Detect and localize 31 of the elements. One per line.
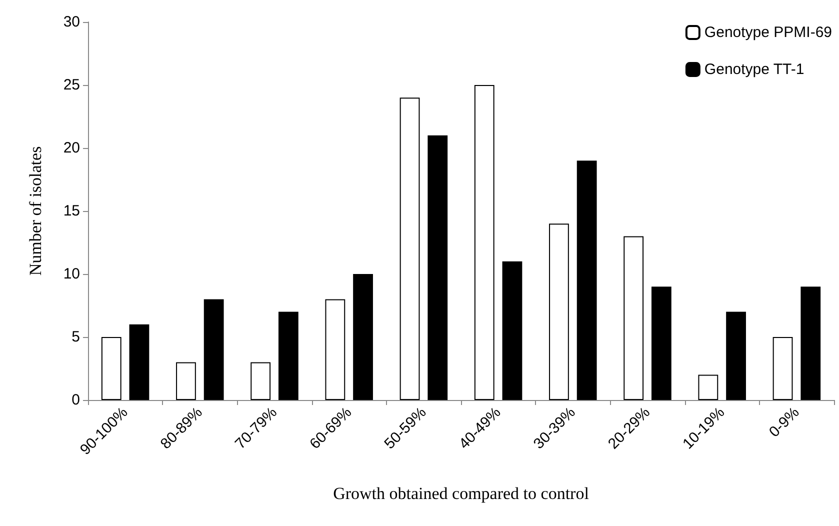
- x-axis-title: Growth obtained compared to control: [333, 484, 590, 503]
- bar: [726, 312, 746, 400]
- bar: [176, 362, 196, 400]
- y-axis-title: Number of isolates: [26, 146, 45, 276]
- bar: [502, 261, 522, 400]
- y-tick-label: 5: [72, 328, 80, 346]
- bar: [576, 160, 597, 400]
- bar: [129, 324, 150, 400]
- bar: [800, 286, 821, 400]
- bar: [204, 299, 224, 400]
- bar: [651, 286, 672, 400]
- bar: [428, 135, 448, 400]
- bar: [278, 312, 298, 400]
- bar: [400, 98, 420, 400]
- bar: [325, 299, 346, 400]
- bar: [772, 337, 793, 400]
- bar: [549, 224, 569, 400]
- legend-label: Genotype TT-1: [704, 61, 804, 78]
- bar: [698, 374, 718, 400]
- legend-label: Genotype PPMI-69: [704, 24, 832, 41]
- y-tick-label: 10: [63, 266, 80, 282]
- bar: [250, 362, 271, 400]
- y-tick-label: 20: [63, 140, 80, 156]
- bar: [353, 274, 373, 400]
- bar: [474, 85, 494, 400]
- bar: [624, 236, 644, 400]
- y-tick-label: 15: [63, 202, 80, 220]
- y-tick-label: 25: [63, 76, 80, 94]
- y-tick-label: 0: [72, 392, 80, 408]
- y-tick-label: 30: [63, 14, 80, 30]
- bar: [101, 337, 122, 400]
